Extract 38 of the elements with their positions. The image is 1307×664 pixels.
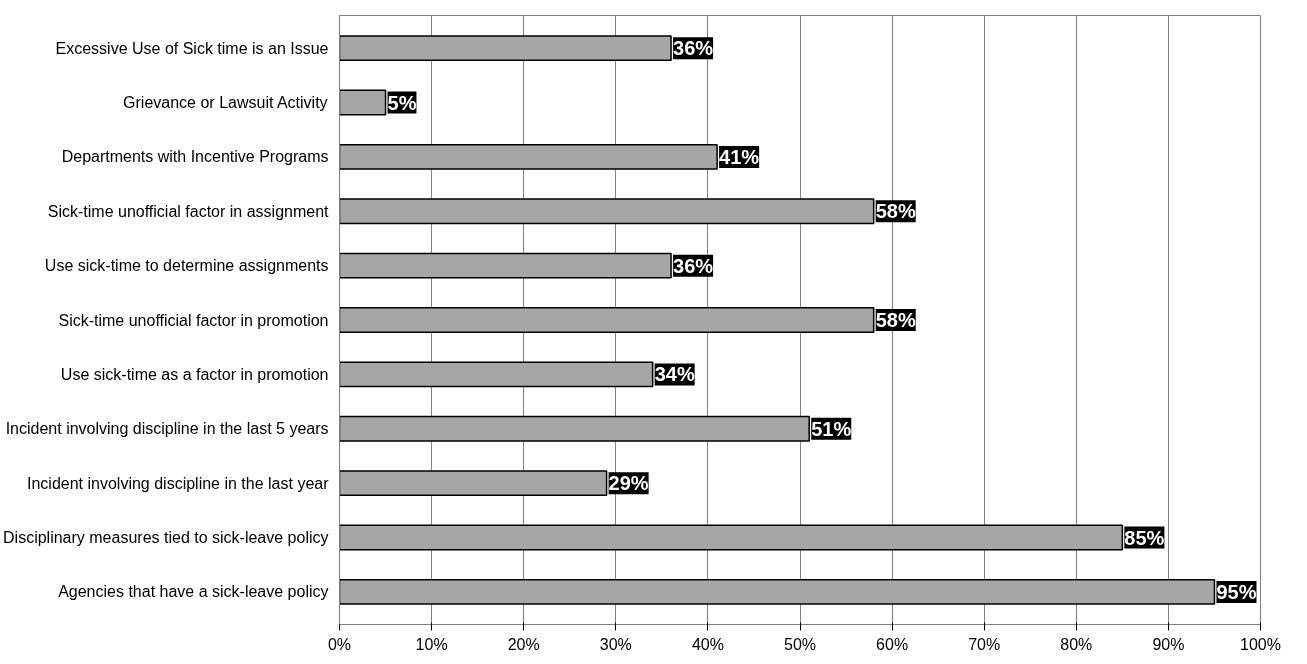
x-tick-label: 30% [599, 635, 632, 653]
data-label: 85% [1124, 526, 1165, 549]
y-tick-label: Sick-time unofficial factor in promotion [58, 311, 329, 329]
y-tick-label: Departments with Incentive Programs [61, 148, 329, 166]
x-tick-label: 100% [1240, 635, 1281, 653]
x-tick-label: 20% [507, 635, 540, 653]
y-tick-label: Incident involving discipline in the last year [27, 474, 330, 492]
bar [339, 198, 875, 225]
bar [339, 470, 608, 497]
y-tick-label: Grievance or Lawsuit Activity [123, 94, 328, 111]
y-tick-label: Disciplinary measures tied to sick-leave policy [3, 529, 329, 546]
y-tick-label: Excessive Use of Sick time is an Issue [55, 39, 329, 57]
x-tick-label: 10% [415, 635, 448, 653]
y-tick-label: Use sick-time to determine assignments [44, 257, 329, 275]
x-tick-label: 50% [783, 635, 817, 653]
x-tick-label: 90% [1152, 635, 1185, 653]
bar [339, 307, 875, 333]
data-label: 36% [673, 254, 714, 277]
data-label: 41% [719, 145, 760, 168]
y-tick-label: Agencies that have a sick-leave policy [58, 583, 329, 601]
data-label: 34% [654, 363, 695, 386]
bar [339, 89, 387, 116]
data-label: 51% [811, 417, 852, 440]
y-tick-label: Sick-time unofficial factor in assignment [47, 202, 330, 220]
x-tick-label: 60% [876, 635, 909, 653]
data-label: 95% [1216, 580, 1257, 603]
data-label: 5% [387, 91, 417, 114]
x-tick-label: 70% [968, 635, 1001, 653]
x-tick-label: 80% [1060, 635, 1093, 653]
y-tick-label: Incident involving discipline in the last 5 years [5, 420, 329, 438]
data-label: 58% [875, 200, 916, 223]
data-label: 29% [608, 472, 649, 495]
data-label: 36% [673, 37, 714, 60]
y-tick-label: Use sick-time as a factor in promotion [60, 365, 329, 383]
data-label: 58% [875, 309, 916, 331]
x-tick-label: 0% [327, 635, 352, 653]
x-tick-label: 40% [691, 635, 724, 653]
bar [339, 361, 654, 388]
